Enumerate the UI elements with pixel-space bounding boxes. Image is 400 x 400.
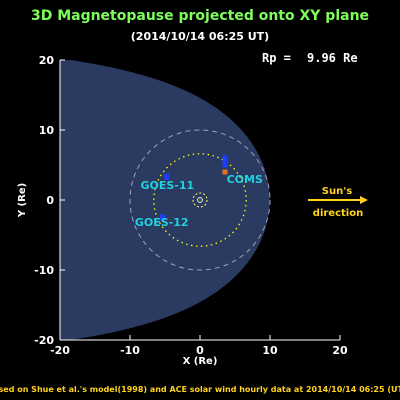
coms-marker	[222, 169, 228, 175]
earth-icon	[192, 192, 208, 208]
sun-direction-arrow	[308, 196, 368, 204]
y-axis-label: Y (Re)	[17, 183, 28, 218]
satellite-marker	[160, 214, 166, 221]
magnetosphere-region	[60, 60, 270, 340]
y-tick-label: 20	[39, 54, 55, 67]
chart-timestamp: (2014/10/14 06:25 UT)	[131, 30, 269, 43]
x-axis-label: X (Re)	[183, 356, 218, 367]
x-tick-label: -10	[120, 344, 140, 357]
y-tick-label: 0	[46, 194, 54, 207]
x-tick-label: 10	[262, 344, 278, 357]
satellite-coms: COMS	[222, 155, 263, 186]
reference-circle-10re	[129, 129, 271, 271]
y-tick-label: 10	[39, 124, 55, 137]
geo-orbit-circle	[153, 153, 247, 247]
satellite-marker	[164, 173, 170, 180]
chart-title: 3D Magnetopause projected onto XY plane	[31, 8, 369, 24]
x-tick-label: 20	[332, 344, 348, 357]
x-tick-label: -20	[50, 344, 70, 357]
satellite-label: GOES-11	[141, 179, 195, 192]
rp-label: Rp =	[262, 51, 291, 65]
satellite-layer: GOES-11 GOES-12 COMS	[135, 155, 263, 229]
satellite-goes-12: GOES-12	[135, 214, 189, 229]
y-tick-label: -20	[34, 334, 54, 347]
axes: -20 -10 0 10 20 -20 -10 0 10 20	[34, 54, 348, 357]
satellite-goes-11: GOES-11	[141, 173, 195, 192]
rp-value: 9.96 Re	[307, 51, 358, 65]
y-tick-label: -10	[34, 264, 54, 277]
satellite-marker	[222, 155, 228, 168]
sun-direction-label: Sun's	[322, 186, 353, 197]
footer-note: based on Shue et al.'s model(1998) and A…	[0, 385, 400, 394]
sun-direction-label-2: direction	[313, 208, 363, 219]
satellite-label: COMS	[227, 173, 263, 186]
x-tick-label: 0	[196, 344, 204, 357]
satellite-label: GOES-12	[135, 216, 189, 229]
